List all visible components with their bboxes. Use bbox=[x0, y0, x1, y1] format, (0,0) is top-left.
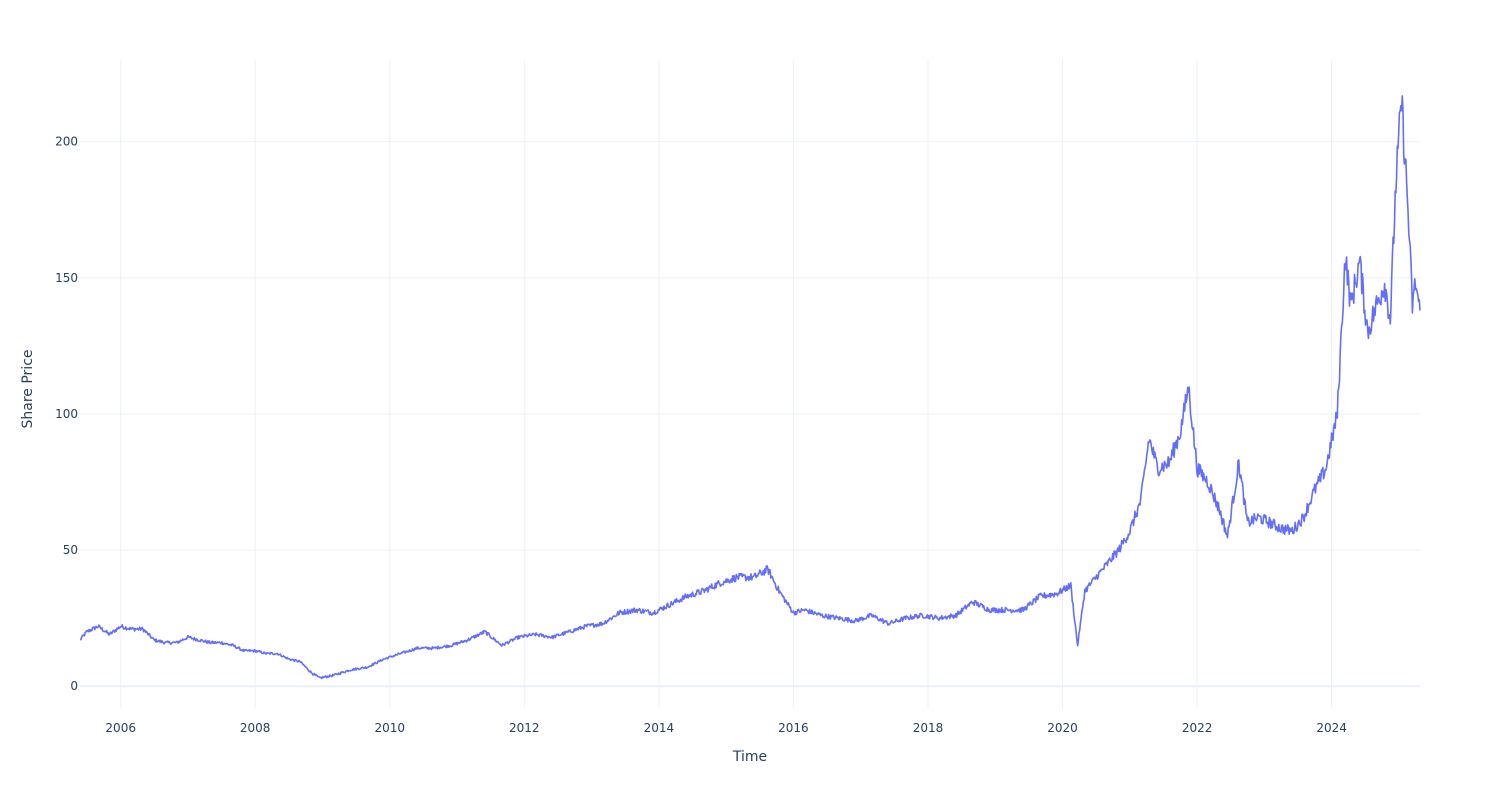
share-price-series-line bbox=[79, 95, 1421, 680]
gridlines bbox=[80, 60, 1420, 708]
series-layer bbox=[79, 95, 1421, 680]
x-tick-label: 2006 bbox=[105, 721, 136, 735]
y-tick-label: 50 bbox=[63, 543, 78, 557]
x-tick-labels: 2006 2008 2010 2012 2014 2016 2018 2020 2022 2024 bbox=[105, 721, 1346, 735]
x-tick-label: 2010 bbox=[375, 721, 406, 735]
x-tick-label: 2014 bbox=[644, 721, 675, 735]
x-tick-label: 2022 bbox=[1182, 721, 1213, 735]
x-tick-label: 2008 bbox=[240, 721, 271, 735]
x-tick-label: 2016 bbox=[778, 721, 809, 735]
y-tick-label: 150 bbox=[55, 271, 78, 285]
x-tick-label: 2020 bbox=[1047, 721, 1078, 735]
x-tick-label: 2018 bbox=[913, 721, 944, 735]
y-tick-labels: 0 50 100 150 200 bbox=[55, 135, 78, 694]
y-tick-label: 100 bbox=[55, 407, 78, 421]
y-tick-label: 200 bbox=[55, 135, 78, 149]
y-tick-label: 0 bbox=[70, 679, 78, 693]
y-axis-title: Share Price bbox=[20, 349, 36, 428]
x-tick-label: 2024 bbox=[1316, 721, 1347, 735]
x-axis-title: Time bbox=[732, 749, 767, 765]
x-tick-label: 2012 bbox=[509, 721, 540, 735]
